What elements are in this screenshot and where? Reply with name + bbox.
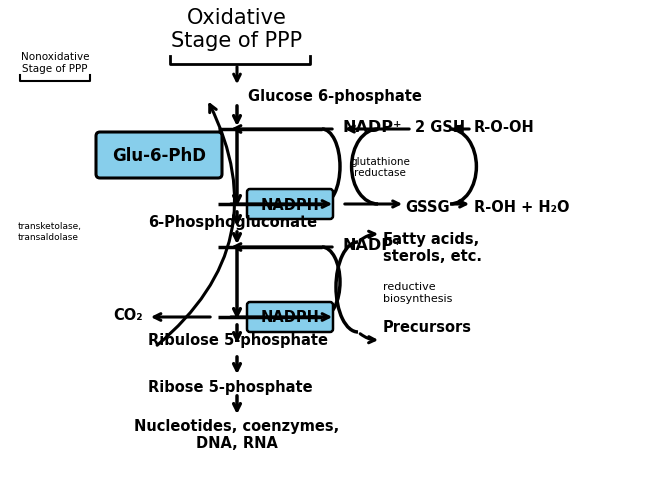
Text: glutathione
reductase: glutathione reductase	[350, 156, 410, 178]
Text: 6-Phosphogluconate: 6-Phosphogluconate	[148, 214, 317, 229]
Text: R-OH + H₂O: R-OH + H₂O	[474, 200, 569, 215]
Text: Ribulose 5-phosphate: Ribulose 5-phosphate	[148, 332, 328, 347]
Text: NADP⁺: NADP⁺	[342, 120, 402, 135]
Text: Precursors: Precursors	[383, 320, 472, 335]
Text: reductive
biosynthesis: reductive biosynthesis	[383, 282, 452, 303]
Text: Oxidative
Stage of PPP: Oxidative Stage of PPP	[172, 8, 302, 51]
Text: Fatty acids,
sterols, etc.: Fatty acids, sterols, etc.	[383, 231, 482, 264]
FancyBboxPatch shape	[247, 190, 333, 219]
Text: CO₂: CO₂	[113, 308, 143, 323]
Text: NADPH: NADPH	[261, 197, 319, 212]
Text: Glucose 6-phosphate: Glucose 6-phosphate	[248, 89, 422, 104]
FancyBboxPatch shape	[96, 133, 222, 179]
Text: NADPH: NADPH	[261, 310, 319, 325]
Text: transketolase,
transaldolase: transketolase, transaldolase	[18, 222, 82, 241]
Text: 2 GSH: 2 GSH	[415, 119, 465, 134]
Text: Glu-6-PhD: Glu-6-PhD	[112, 147, 206, 165]
Text: Nucleotides, coenzymes,
DNA, RNA: Nucleotides, coenzymes, DNA, RNA	[135, 418, 339, 450]
Text: GSSG: GSSG	[405, 200, 450, 215]
Text: Nonoxidative
Stage of PPP: Nonoxidative Stage of PPP	[21, 52, 89, 73]
Text: Ribose 5-phosphate: Ribose 5-phosphate	[148, 380, 313, 395]
FancyBboxPatch shape	[247, 302, 333, 332]
Text: R-O-OH: R-O-OH	[474, 119, 535, 134]
Text: NADP⁺: NADP⁺	[342, 238, 402, 253]
